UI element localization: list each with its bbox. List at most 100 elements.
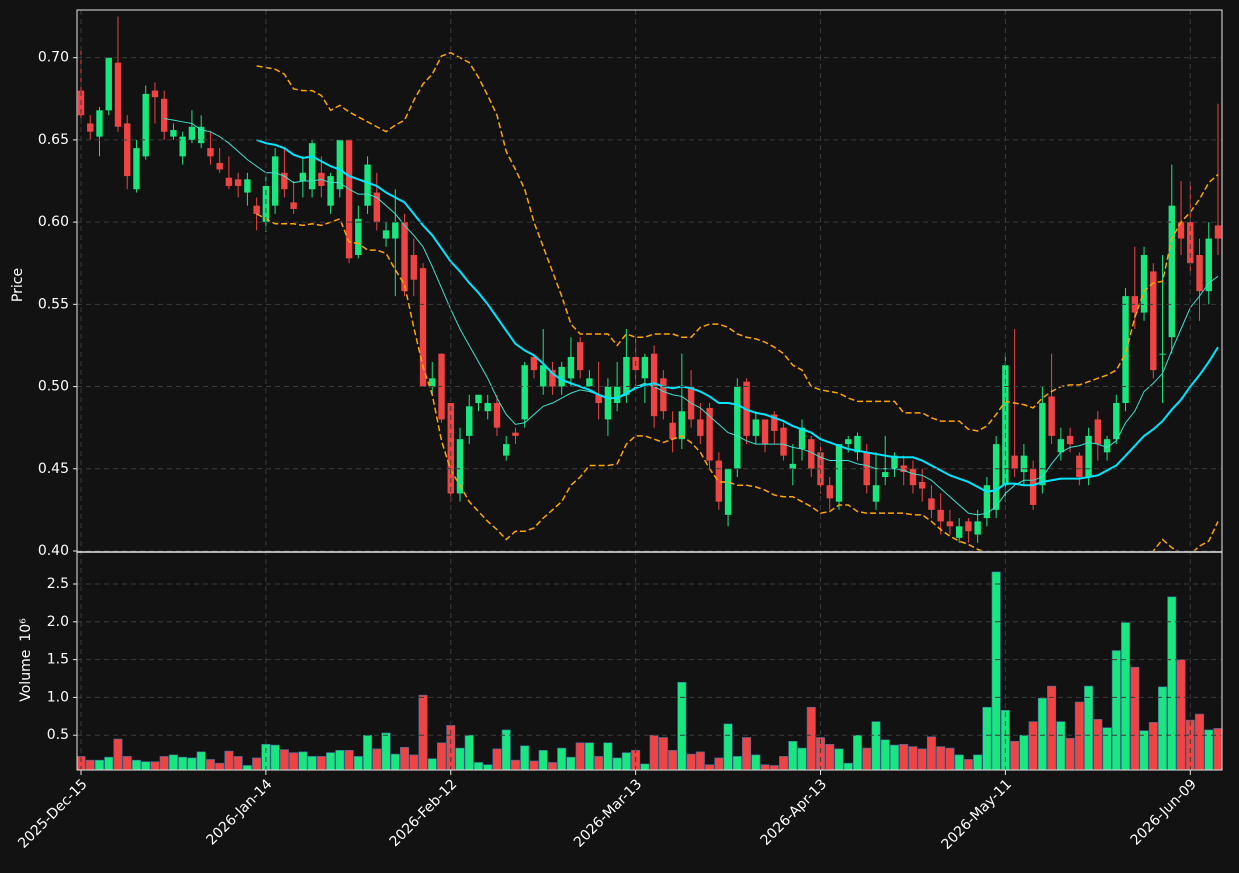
y-tick-label: 0.50 [38, 379, 69, 395]
volume-bar [908, 746, 918, 770]
volume-bar [510, 759, 520, 770]
volume-bar [566, 756, 576, 770]
candle-body [124, 123, 131, 177]
candle-body [216, 162, 223, 170]
candle-body [179, 136, 186, 157]
volume-bar [418, 694, 428, 770]
candle-body [650, 353, 658, 417]
candle-body [503, 444, 510, 456]
volume-bar [1028, 721, 1038, 770]
candle-body [87, 123, 94, 132]
volume-bar [168, 754, 178, 770]
volume-bar [307, 756, 317, 770]
candle-body [780, 427, 787, 456]
candle-body [281, 172, 288, 190]
volume-bar [196, 751, 206, 770]
volume-bar [1167, 596, 1177, 770]
candle-body [364, 164, 371, 206]
y-tick-label: 1.0 [47, 689, 69, 705]
volume-bar [834, 748, 844, 770]
volume-bar [760, 764, 770, 770]
volume-bar [594, 756, 604, 770]
candle-body [410, 255, 417, 280]
candle-body [253, 205, 260, 214]
volume-bar [270, 744, 280, 770]
volume-bar [1158, 686, 1168, 770]
volume-bar [1121, 622, 1131, 770]
volume-bar [289, 752, 299, 770]
candle-body [946, 521, 954, 527]
volume-bar [991, 571, 1001, 770]
candle-body [327, 176, 334, 206]
candle-body [623, 356, 630, 395]
candle-body [1113, 403, 1120, 440]
volume-bar [954, 754, 964, 770]
volume-bar [1111, 650, 1121, 770]
candle-body [604, 386, 612, 420]
volume-bar [825, 743, 835, 770]
candle-body [401, 222, 408, 292]
candle-body [826, 485, 833, 499]
volume-bar [409, 754, 419, 770]
volume-bar [612, 757, 622, 770]
candle-body [734, 386, 741, 469]
volume-bar [427, 758, 437, 770]
volume-bar [862, 747, 872, 770]
volume-bar [344, 750, 354, 770]
candle-body [955, 526, 963, 538]
volume-bar [705, 764, 715, 770]
candle-body [1150, 271, 1157, 371]
volume-bar [85, 759, 95, 770]
volume-bar [1148, 722, 1158, 770]
volume-bar [584, 742, 594, 770]
candle-body [1214, 225, 1222, 239]
moving-average-line [164, 118, 1219, 516]
volume-bar [242, 765, 252, 770]
y-tick-label: 0.45 [38, 461, 69, 477]
candle-body [197, 126, 205, 144]
candle-body [854, 435, 861, 453]
volume-bar [298, 751, 308, 770]
volume-bar [1185, 719, 1195, 770]
volume-bar [1139, 730, 1149, 770]
candle-body [798, 427, 806, 450]
candle-body [724, 468, 732, 515]
candle-body [613, 386, 621, 404]
volume-bar [1084, 685, 1094, 770]
candle-body [1039, 403, 1046, 486]
volume-bar [372, 748, 382, 770]
candle-body [382, 230, 390, 239]
volume-bar [621, 752, 631, 770]
candle-body [660, 378, 667, 412]
candle-body [308, 143, 316, 190]
candle-body [558, 366, 565, 387]
candle-body [355, 218, 362, 256]
candle-body [928, 498, 935, 510]
volume-bar [1176, 659, 1186, 770]
volume-bar [732, 756, 742, 770]
candle-body [1177, 222, 1185, 239]
candle-body [891, 455, 898, 469]
volume-bar [936, 746, 946, 770]
volume-bar [779, 756, 789, 770]
volume-bar [668, 750, 678, 770]
y-tick-label: 2.5 [47, 576, 69, 592]
candle-body [271, 156, 279, 206]
volume-bar [131, 759, 141, 770]
volume-bar [473, 762, 483, 770]
y-tick-label: 0.65 [38, 132, 69, 148]
candle-body [447, 403, 454, 494]
volume-bar [742, 737, 752, 770]
volume-bar [224, 750, 234, 770]
volume-axis-label: Volume 10⁶ [18, 618, 34, 702]
band-line [256, 213, 1219, 551]
moving-average-line [256, 138, 1219, 493]
volume-bar [658, 737, 668, 770]
volume-bar [1010, 740, 1020, 770]
volume-bar [1037, 697, 1047, 770]
candle-body [142, 93, 149, 157]
candle-body [151, 90, 159, 98]
candle-body [678, 411, 686, 440]
volume-plot [77, 571, 1222, 770]
